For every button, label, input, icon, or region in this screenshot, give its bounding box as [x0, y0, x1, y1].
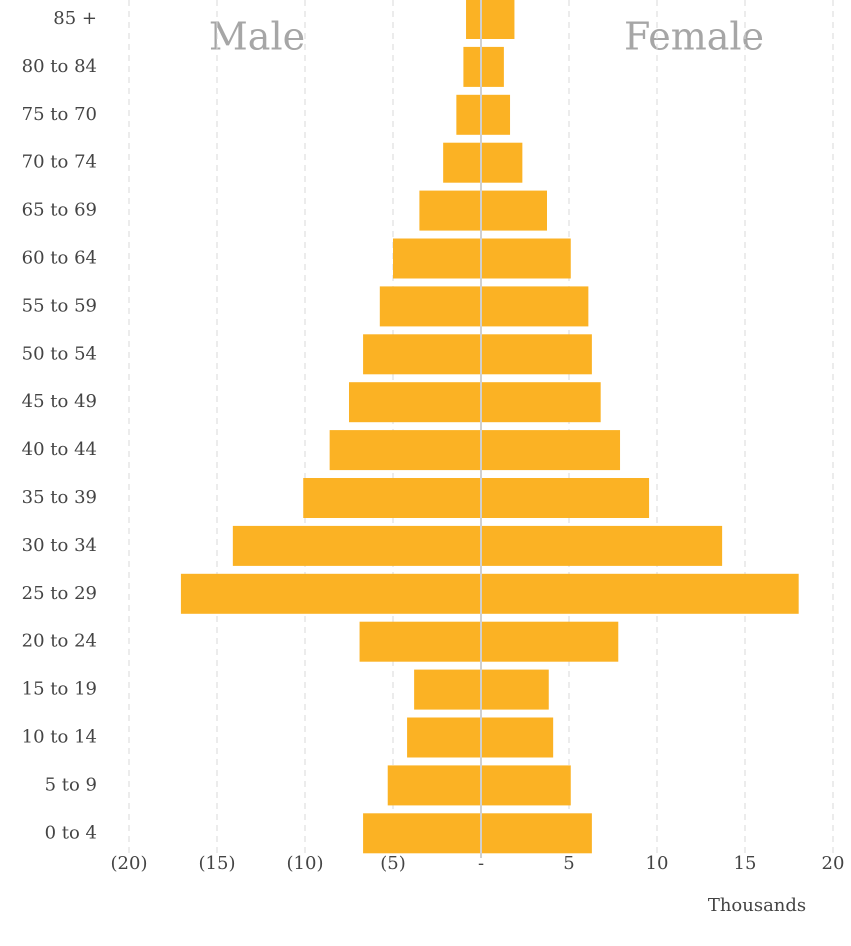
bar: [387, 765, 481, 806]
bar: [393, 238, 481, 279]
bar: [349, 382, 481, 423]
x-tick-label: (15): [199, 853, 236, 874]
y-tick-label: 40 to 44: [22, 439, 97, 460]
bar: [363, 334, 481, 375]
x-tick-label: (20): [111, 853, 148, 874]
y-tick-label: 50 to 54: [22, 343, 97, 364]
bar: [481, 765, 571, 806]
bar: [481, 286, 589, 327]
y-tick-label: 70 to 74: [22, 152, 97, 173]
bar: [481, 813, 592, 854]
bar: [419, 190, 481, 231]
x-tick-label: 15: [734, 853, 757, 874]
bar: [359, 621, 481, 662]
y-tick-label: 75 to 70: [22, 104, 97, 125]
bar: [481, 142, 523, 183]
bar: [481, 430, 621, 471]
bar: [481, 46, 504, 87]
y-tick-label: 30 to 34: [22, 535, 97, 556]
bar: [481, 478, 650, 518]
bar: [481, 525, 723, 566]
y-tick-label: 0 to 4: [45, 822, 97, 843]
bar: [481, 573, 799, 614]
bar: [463, 46, 481, 87]
bar: [481, 621, 619, 662]
y-tick-label: 10 to 14: [22, 727, 97, 748]
bar: [414, 669, 481, 710]
bar: [481, 334, 592, 375]
bar: [407, 717, 481, 758]
y-tick-label: 20 to 24: [22, 631, 97, 652]
x-tick-label: (10): [287, 853, 324, 874]
y-tick-label: 45 to 49: [22, 391, 97, 412]
y-tick-label: 80 to 84: [22, 56, 97, 77]
bar: [481, 238, 571, 279]
bar: [481, 94, 511, 135]
series-label: Male: [209, 15, 305, 59]
bar: [481, 190, 547, 231]
y-tick-label: 5 to 9: [45, 774, 97, 795]
series-label: Female: [624, 15, 764, 59]
y-tick-label: 25 to 29: [22, 583, 97, 604]
bar: [232, 525, 481, 566]
bar: [456, 94, 481, 135]
x-tick-label: 5: [563, 853, 574, 874]
y-tick-label: 15 to 19: [22, 679, 97, 700]
y-tick-label: 55 to 59: [22, 295, 97, 316]
x-axis-label: Thousands: [708, 895, 806, 916]
bar: [481, 0, 515, 39]
x-tick-label: (5): [380, 853, 406, 874]
y-tick-label: 85 +: [53, 8, 97, 29]
bar: [180, 573, 482, 614]
bar: [481, 669, 549, 710]
bar: [303, 478, 481, 518]
bar: [481, 382, 601, 423]
bar: [363, 813, 481, 854]
bar: [481, 717, 554, 758]
bar: [466, 0, 481, 39]
bar: [329, 430, 481, 471]
y-tick-label: 65 to 69: [22, 200, 97, 221]
y-tick-label: 35 to 39: [22, 487, 97, 508]
bar: [379, 286, 481, 327]
bar: [443, 142, 481, 183]
y-tick-label: 60 to 64: [22, 248, 97, 269]
x-tick-label: 20: [822, 853, 845, 874]
x-tick-label: -: [478, 853, 484, 874]
x-tick-label: 10: [646, 853, 669, 874]
